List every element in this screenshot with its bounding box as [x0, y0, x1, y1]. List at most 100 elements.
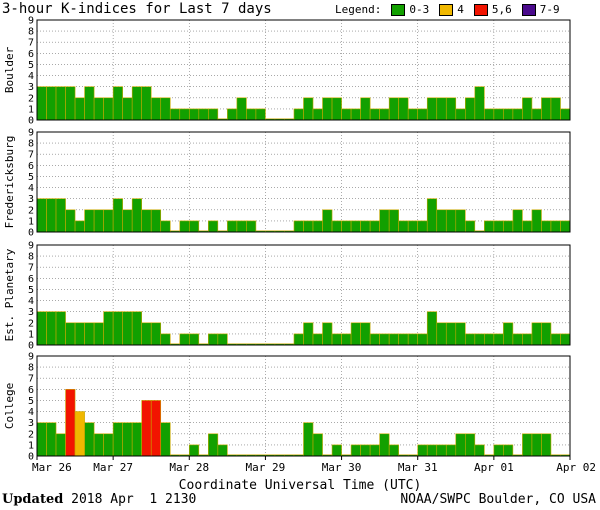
station-label: Est. Planetary: [3, 248, 16, 341]
k-index-bar: [531, 108, 542, 121]
k-index-bar: [522, 333, 533, 346]
updated-value: 2018 Apr 1 2130: [71, 492, 197, 507]
k-index-bar: [84, 422, 95, 457]
k-index-bar: [55, 86, 66, 121]
legend-text-0-3: 0-3: [409, 3, 430, 16]
y-tick-label: 9: [28, 241, 34, 252]
k-index-bar: [474, 86, 485, 121]
k-index-bar: [474, 444, 485, 457]
y-tick-label: 8: [28, 27, 34, 38]
y-tick-label: 6: [28, 49, 34, 60]
y-tick-label: 1: [28, 216, 34, 227]
k-index-bar: [445, 209, 457, 233]
k-index-bar: [465, 97, 476, 121]
k-index-bar: [112, 311, 123, 346]
k-index-bar: [398, 333, 409, 346]
k-index-bar: [360, 444, 371, 457]
k-index-bar: [141, 322, 152, 346]
k-index-bar: [103, 433, 114, 457]
x-tick-label: Apr 01: [474, 461, 514, 474]
k-index-bar: [74, 411, 85, 457]
y-tick-label: 1: [28, 104, 34, 115]
k-index-bar: [417, 220, 428, 233]
k-index-bar: [379, 209, 390, 233]
k-index-bar: [465, 220, 476, 233]
y-tick-label: 4: [28, 296, 34, 307]
k-index-bar: [55, 198, 66, 233]
k-index-bar: [179, 108, 190, 121]
k-index-bar: [188, 444, 200, 457]
panel-frame: [36, 355, 571, 457]
k-index-bar: [84, 209, 95, 233]
k-index-bar: [531, 322, 542, 346]
k-index-bar: [465, 433, 476, 457]
k-index-bar: [331, 333, 342, 346]
y-tick-label: 2: [28, 205, 34, 216]
k-index-bar: [150, 400, 162, 457]
k-index-bar: [369, 108, 380, 121]
k-index-bar: [560, 220, 571, 233]
y-tick-label: 8: [28, 252, 34, 263]
k-index-bar: [388, 333, 399, 346]
k-index-bar: [131, 198, 142, 233]
y-tick-label: 5: [28, 60, 34, 71]
panel-frame: [36, 131, 571, 233]
k-index-bar: [227, 108, 238, 121]
k-index-bar: [150, 97, 162, 121]
k-index-bar: [369, 220, 380, 233]
k-index-bar: [550, 333, 561, 346]
y-tick-label: 6: [28, 274, 34, 285]
k-index-bar: [503, 108, 514, 121]
k-index-bar: [150, 322, 162, 346]
y-tick-label: 1: [28, 329, 34, 340]
legend-text-5-6: 5,6: [491, 3, 512, 16]
y-tick-label: 0: [28, 116, 34, 127]
k-index-bar: [512, 108, 523, 121]
legend-swatch-0-3: [391, 3, 406, 16]
k-index-bar: [407, 220, 419, 233]
y-tick-label: 3: [28, 307, 34, 318]
k-index-bar: [131, 422, 142, 457]
k-index-bar: [303, 220, 314, 233]
y-tick-label: 5: [28, 172, 34, 183]
k-index-bar: [322, 209, 333, 233]
k-index-bar: [426, 444, 438, 457]
k-index-bar: [522, 220, 533, 233]
y-tick-label: 4: [28, 183, 34, 194]
y-tick-label: 2: [28, 429, 34, 440]
k-index-bar: [388, 444, 399, 457]
station-label: College: [3, 383, 16, 429]
k-index-bar: [246, 220, 257, 233]
y-tick-label: 5: [28, 285, 34, 296]
y-tick-label: 6: [28, 161, 34, 172]
k-index-bar: [436, 444, 447, 457]
legend-item-7-9: 7-9: [521, 3, 560, 16]
y-tick-label: 1: [28, 440, 34, 451]
k-index-bar: [293, 108, 304, 121]
k-index-bar: [65, 389, 76, 457]
k-index-bar: [369, 444, 380, 457]
k-index-bar: [312, 333, 323, 346]
k-index-bar: [350, 220, 361, 233]
x-tick-label: Mar 26: [32, 461, 72, 474]
y-tick-label: 3: [28, 418, 34, 429]
x-tick-label: Mar 28: [169, 461, 209, 474]
legend-swatch-7-9: [521, 3, 536, 16]
k-index-bar: [103, 209, 114, 233]
legend-item-4: 4: [439, 3, 464, 16]
k-index-bar: [388, 97, 399, 121]
k-index-bar: [179, 333, 190, 346]
k-index-bar: [541, 97, 552, 121]
k-index-bar: [36, 422, 47, 457]
k-index-bar: [46, 198, 57, 233]
k-index-bar: [74, 97, 85, 121]
k-index-bar: [398, 220, 409, 233]
legend-text-4: 4: [457, 3, 464, 16]
k-index-bar: [417, 444, 428, 457]
k-index-bar: [84, 86, 95, 121]
k-index-bar: [407, 108, 419, 121]
k-index-bar: [331, 220, 342, 233]
k-index-bar: [131, 311, 142, 346]
k-index-bar: [65, 322, 76, 346]
k-index-bar: [531, 433, 542, 457]
